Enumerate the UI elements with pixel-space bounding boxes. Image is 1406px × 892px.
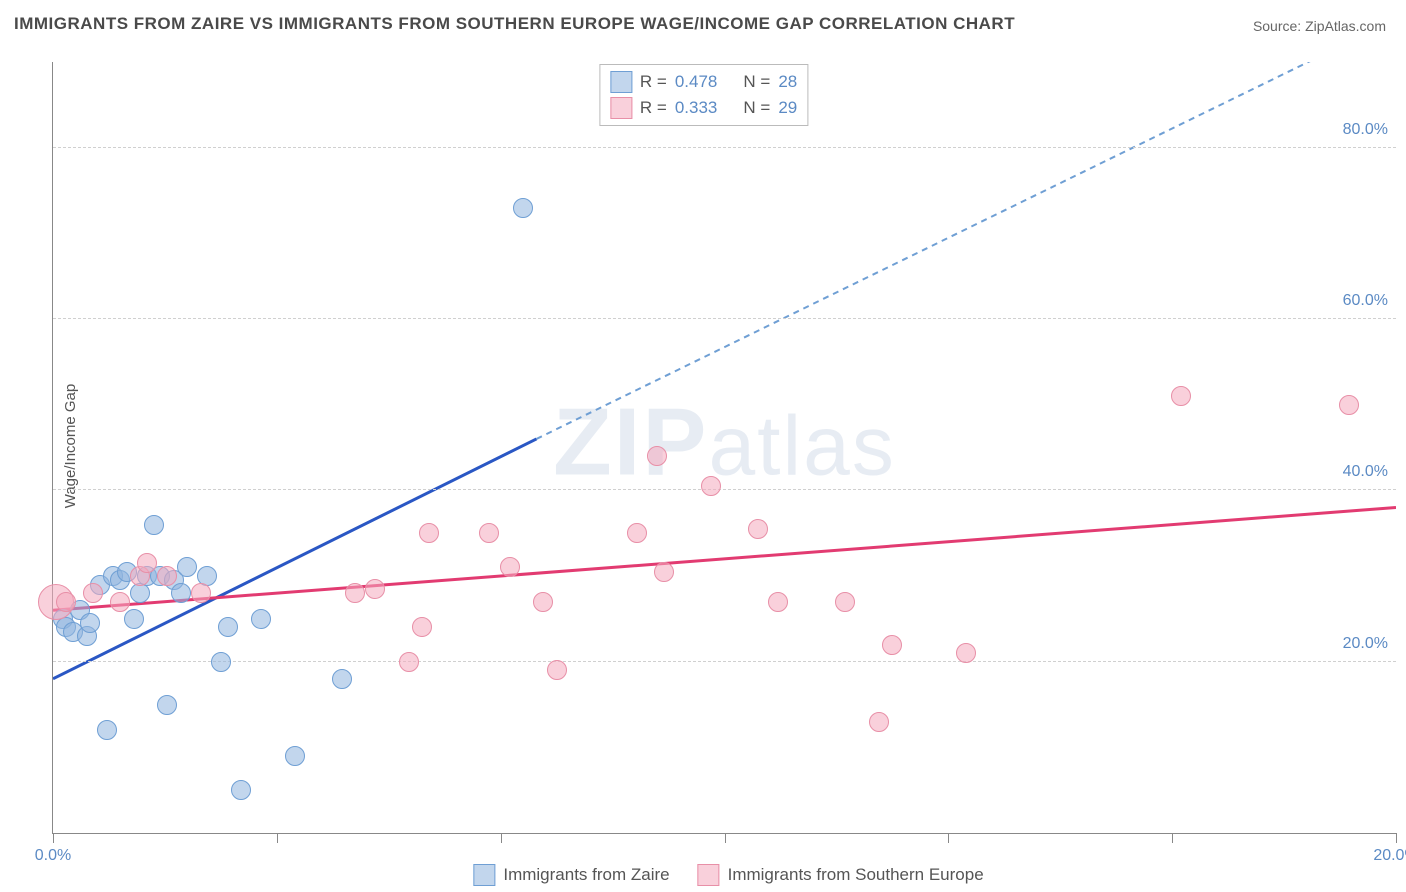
trend-lines-svg: [53, 62, 1396, 833]
stat-r-value: 0.333: [675, 98, 718, 118]
x-tick: [948, 833, 949, 843]
data-point-southern_europe: [835, 592, 855, 612]
data-point-southern_europe: [1339, 395, 1359, 415]
stat-r-label: R =: [640, 72, 667, 92]
trendline-solid: [53, 439, 536, 679]
data-point-southern_europe: [500, 557, 520, 577]
watermark-atlas: atlas: [708, 398, 895, 492]
plot-container: ZIPatlas R = 0.478 N = 28 R = 0.333 N = 29 20.0…: [52, 62, 1396, 834]
data-point-southern_europe: [419, 523, 439, 543]
source-prefix: Source:: [1253, 18, 1305, 34]
stat-n-label: N =: [743, 98, 770, 118]
x-tick: [1172, 833, 1173, 843]
y-tick-label: 60.0%: [1343, 292, 1388, 310]
legend-swatch-southern_europe: [698, 864, 720, 886]
x-tick-label: 0.0%: [35, 847, 71, 865]
data-point-southern_europe: [701, 476, 721, 496]
swatch-southern_europe: [610, 97, 632, 119]
data-point-southern_europe: [869, 712, 889, 732]
x-tick: [501, 833, 502, 843]
data-point-zaire: [211, 652, 231, 672]
legend: Immigrants from Zaire Immigrants from Sou…: [473, 864, 983, 886]
data-point-southern_europe: [748, 519, 768, 539]
data-point-southern_europe: [110, 592, 130, 612]
data-point-zaire: [124, 609, 144, 629]
data-point-zaire: [171, 583, 191, 603]
stat-r-value: 0.478: [675, 72, 718, 92]
source-link[interactable]: ZipAtlas.com: [1305, 18, 1386, 34]
legend-swatch-zaire: [473, 864, 495, 886]
data-point-southern_europe: [627, 523, 647, 543]
stats-row-zaire: R = 0.478 N = 28: [610, 69, 797, 95]
gridline-h: [53, 318, 1396, 319]
data-point-southern_europe: [956, 643, 976, 663]
x-tick: [53, 833, 54, 843]
stat-r-label: R =: [640, 98, 667, 118]
data-point-zaire: [97, 720, 117, 740]
data-point-zaire: [144, 515, 164, 535]
stat-n-value: 28: [778, 72, 797, 92]
data-point-zaire: [332, 669, 352, 689]
gridline-h: [53, 661, 1396, 662]
source-attribution: Source: ZipAtlas.com: [1253, 18, 1386, 34]
data-point-southern_europe: [533, 592, 553, 612]
data-point-southern_europe: [83, 583, 103, 603]
data-point-southern_europe: [191, 583, 211, 603]
data-point-southern_europe: [547, 660, 567, 680]
data-point-southern_europe: [345, 583, 365, 603]
data-point-southern_europe: [1171, 386, 1191, 406]
swatch-zaire: [610, 71, 632, 93]
gridline-h: [53, 489, 1396, 490]
data-point-southern_europe: [56, 592, 76, 612]
y-tick-label: 80.0%: [1343, 121, 1388, 139]
chart-title: IMMIGRANTS FROM ZAIRE VS IMMIGRANTS FROM…: [14, 14, 1015, 34]
y-tick-label: 20.0%: [1343, 635, 1388, 653]
legend-item-zaire: Immigrants from Zaire: [473, 864, 669, 886]
watermark: ZIPatlas: [553, 387, 896, 497]
data-point-southern_europe: [157, 566, 177, 586]
data-point-zaire: [218, 617, 238, 637]
data-point-zaire: [285, 746, 305, 766]
x-tick: [1396, 833, 1397, 843]
gridline-h: [53, 147, 1396, 148]
data-point-zaire: [157, 695, 177, 715]
x-tick: [277, 833, 278, 843]
x-tick-label: 20.0%: [1373, 847, 1406, 865]
legend-label: Immigrants from Southern Europe: [728, 865, 984, 885]
watermark-zip: ZIP: [553, 388, 708, 495]
data-point-southern_europe: [647, 446, 667, 466]
legend-label: Immigrants from Zaire: [503, 865, 669, 885]
stat-n-label: N =: [743, 72, 770, 92]
data-point-zaire: [177, 557, 197, 577]
plot-area: ZIPatlas R = 0.478 N = 28 R = 0.333 N = 29 20.0…: [52, 62, 1396, 834]
stat-n-value: 29: [778, 98, 797, 118]
stats-row-southern_europe: R = 0.333 N = 29: [610, 95, 797, 121]
data-point-southern_europe: [768, 592, 788, 612]
data-point-zaire: [251, 609, 271, 629]
data-point-southern_europe: [137, 553, 157, 573]
trendline-solid: [53, 507, 1396, 610]
data-point-zaire: [80, 613, 100, 633]
legend-item-southern_europe: Immigrants from Southern Europe: [698, 864, 984, 886]
data-point-zaire: [231, 780, 251, 800]
data-point-southern_europe: [479, 523, 499, 543]
data-point-southern_europe: [365, 579, 385, 599]
data-point-southern_europe: [654, 562, 674, 582]
correlation-stats-box: R = 0.478 N = 28 R = 0.333 N = 29: [599, 64, 808, 126]
y-tick-label: 40.0%: [1343, 463, 1388, 481]
x-tick: [725, 833, 726, 843]
data-point-zaire: [513, 198, 533, 218]
data-point-southern_europe: [399, 652, 419, 672]
data-point-southern_europe: [412, 617, 432, 637]
data-point-zaire: [130, 583, 150, 603]
data-point-southern_europe: [882, 635, 902, 655]
